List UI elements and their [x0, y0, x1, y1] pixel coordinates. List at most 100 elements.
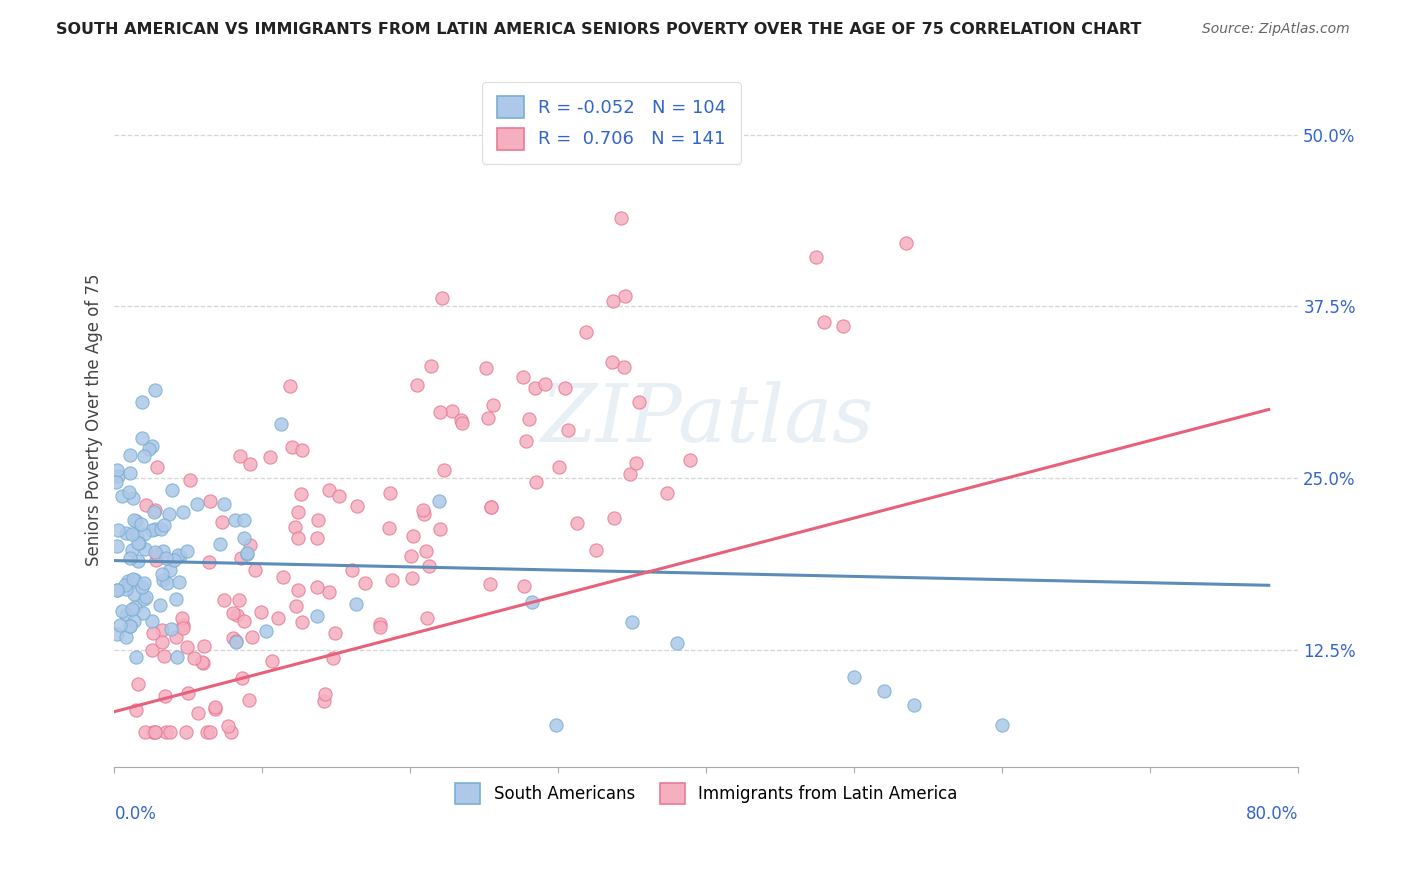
Text: Source: ZipAtlas.com: Source: ZipAtlas.com — [1202, 22, 1350, 37]
Point — [290, 487, 312, 501]
Point — [145, 553, 167, 567]
Point — [125, 649, 148, 664]
Point — [152, 543, 174, 558]
Point — [557, 423, 579, 437]
Point — [148, 599, 170, 613]
Point — [232, 531, 254, 545]
Point — [193, 639, 215, 653]
Point — [121, 527, 143, 541]
Point — [120, 619, 142, 633]
Point — [271, 570, 294, 584]
Point — [165, 630, 187, 644]
Point — [346, 500, 368, 514]
Point — [170, 610, 193, 624]
Point — [186, 497, 208, 511]
Point — [831, 318, 853, 333]
Point — [517, 412, 540, 426]
Point — [114, 608, 136, 623]
Point — [267, 611, 290, 625]
Point — [232, 614, 254, 628]
Point — [451, 417, 474, 431]
Point — [522, 595, 544, 609]
Point — [657, 486, 679, 500]
Point — [115, 630, 138, 644]
Point — [416, 611, 439, 625]
Point — [143, 545, 166, 559]
Point — [844, 670, 866, 684]
Point — [143, 725, 166, 739]
Point — [198, 725, 221, 739]
Point — [155, 725, 177, 739]
Point — [415, 543, 437, 558]
Point — [534, 377, 557, 392]
Point — [142, 625, 165, 640]
Text: SOUTH AMERICAN VS IMMIGRANTS FROM LATIN AMERICA SENIORS POVERTY OVER THE AGE OF : SOUTH AMERICAN VS IMMIGRANTS FROM LATIN … — [56, 22, 1142, 37]
Point — [305, 608, 328, 623]
Point — [131, 580, 153, 594]
Point — [619, 467, 641, 481]
Point — [287, 505, 309, 519]
Point — [127, 554, 149, 568]
Point — [478, 577, 501, 591]
Point — [368, 619, 391, 633]
Point — [225, 633, 247, 648]
Point — [226, 607, 249, 622]
Point — [305, 531, 328, 545]
Point — [873, 684, 896, 698]
Point — [176, 544, 198, 558]
Point — [627, 395, 650, 409]
Point — [429, 522, 451, 536]
Text: ZIPatlas: ZIPatlas — [540, 381, 873, 458]
Point — [602, 293, 624, 308]
Point — [370, 617, 392, 632]
Point — [149, 522, 172, 536]
Point — [806, 251, 828, 265]
Point — [613, 359, 636, 374]
Point — [429, 405, 451, 419]
Point — [254, 624, 277, 639]
Point — [165, 592, 187, 607]
Point — [548, 460, 571, 475]
Point — [118, 619, 141, 633]
Point — [575, 325, 598, 339]
Point — [217, 719, 239, 733]
Point — [229, 449, 252, 463]
Point — [166, 649, 188, 664]
Point — [143, 725, 166, 739]
Point — [314, 687, 336, 701]
Point — [118, 466, 141, 480]
Point — [115, 582, 138, 596]
Point — [153, 648, 176, 663]
Point — [291, 615, 314, 629]
Point — [117, 574, 139, 588]
Point — [585, 543, 607, 558]
Point — [211, 516, 233, 530]
Point — [145, 383, 167, 397]
Point — [105, 463, 128, 477]
Point — [270, 417, 292, 432]
Point — [565, 516, 588, 530]
Point — [132, 527, 155, 541]
Point — [239, 457, 262, 471]
Y-axis label: Seniors Poverty Over the Age of 75: Seniors Poverty Over the Age of 75 — [86, 274, 103, 566]
Point — [212, 593, 235, 607]
Point — [479, 500, 502, 514]
Point — [512, 370, 534, 384]
Point — [259, 450, 281, 465]
Point — [399, 549, 422, 564]
Point — [991, 718, 1014, 732]
Point — [143, 503, 166, 517]
Point — [353, 575, 375, 590]
Point — [124, 600, 146, 615]
Point — [323, 625, 346, 640]
Point — [105, 540, 128, 554]
Point — [160, 483, 183, 498]
Point — [281, 441, 304, 455]
Point — [222, 607, 245, 621]
Point — [121, 542, 143, 557]
Legend: South Americans, Immigrants from Latin America: South Americans, Immigrants from Latin A… — [449, 777, 965, 810]
Point — [610, 211, 633, 225]
Point — [125, 703, 148, 717]
Point — [176, 686, 198, 700]
Point — [614, 289, 637, 303]
